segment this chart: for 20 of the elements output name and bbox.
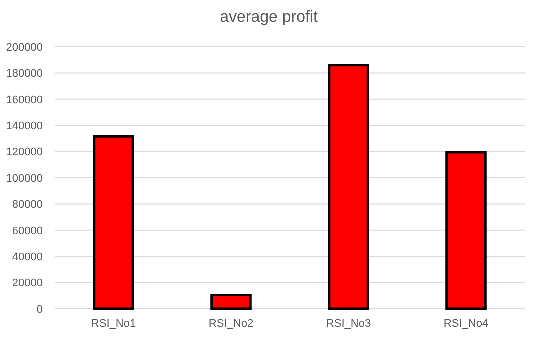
bar [210,294,252,310]
bar [93,135,134,310]
y-tick-label: 160000 [6,94,43,106]
y-tick-label: 0 [36,304,43,316]
x-tick-label: RSI_No2 [208,318,254,330]
y-tick-label: 20000 [12,278,43,290]
y-tick-label: 200000 [6,42,43,54]
bar [328,64,370,310]
y-tick-label: 180000 [6,68,43,80]
y-tick-label: 60000 [12,225,43,238]
bar [446,151,487,310]
x-tick-label: RSI_No3 [326,318,372,330]
y-tick-label: 40000 [12,251,43,264]
y-tick-label: 120000 [6,146,43,159]
chart-title: average profit [220,9,318,26]
x-tick-label: RSI_No1 [91,318,136,330]
x-tick-label: RSI_No4 [444,318,489,330]
y-tick-label: 80000 [12,199,43,212]
y-tick-label: 100000 [6,172,43,185]
y-tick-label: 140000 [6,120,43,132]
